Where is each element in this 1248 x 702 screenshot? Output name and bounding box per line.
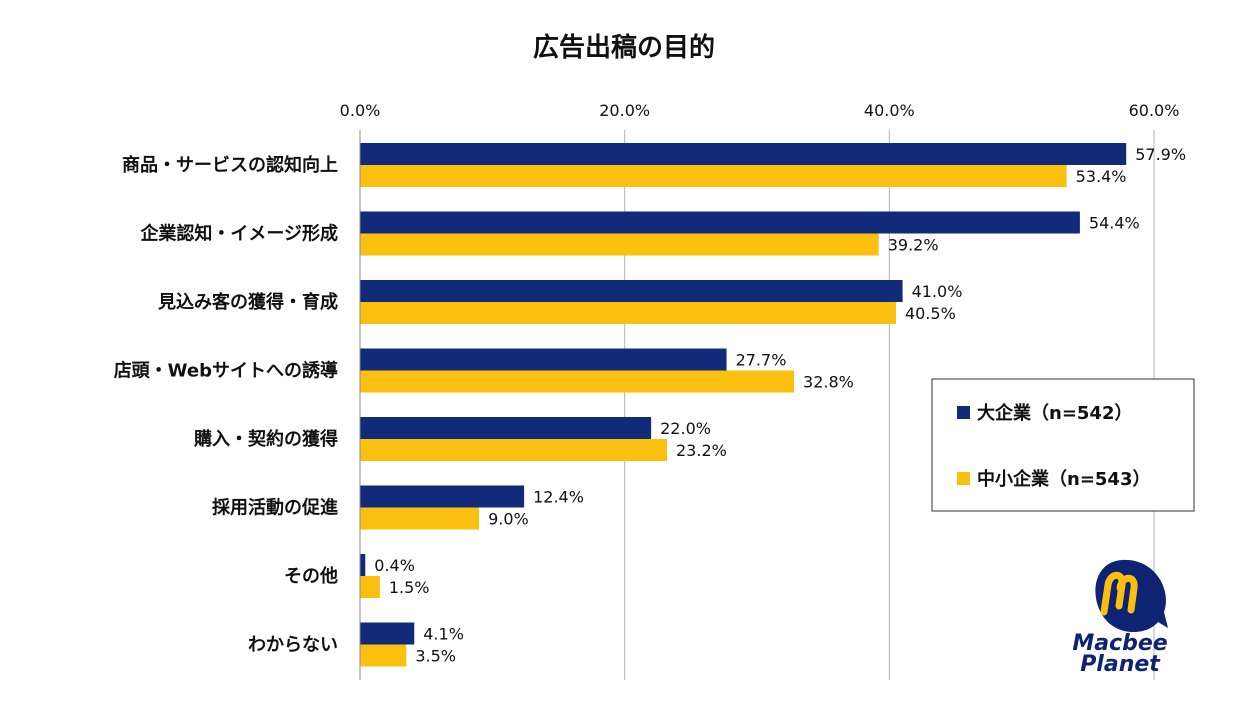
data-label: 39.2%	[888, 236, 939, 255]
legend-swatch-large-enterprise	[957, 406, 970, 419]
chart-title: 広告出稿の目的	[533, 32, 715, 63]
legend-swatch-sme	[957, 472, 970, 485]
category-labels: 商品・サービスの認知向上企業認知・イメージ形成見込み客の獲得・育成店頭・Webサ…	[114, 154, 338, 656]
x-tick-label: 60.0%	[1129, 101, 1180, 120]
bar-sme	[360, 302, 896, 324]
data-label: 32.8%	[803, 373, 854, 392]
category-label: 採用活動の促進	[212, 497, 338, 519]
bar-large-enterprise	[360, 622, 415, 645]
legend-label-large-enterprise: 大企業（n=542）	[977, 402, 1132, 424]
bar-sme	[360, 165, 1067, 187]
bar-sme	[360, 370, 795, 393]
logo-m-mark	[1100, 571, 1138, 616]
data-label: 1.5%	[389, 578, 430, 597]
data-label: 27.7%	[736, 351, 787, 370]
logo-text-line1: Macbee	[1072, 631, 1167, 656]
category-label: わからない	[248, 635, 338, 656]
data-label: 54.4%	[1089, 214, 1140, 233]
bar-sme	[360, 576, 380, 598]
data-label: 9.0%	[488, 510, 529, 529]
data-label: 53.4%	[1076, 167, 1127, 186]
category-label: 見込み客の獲得・育成	[157, 291, 338, 313]
category-label: 企業認知・イメージ形成	[139, 223, 338, 245]
category-label: 店頭・Webサイトへの誘導	[114, 360, 338, 382]
bar-large-enterprise	[360, 485, 525, 508]
x-tick-label: 40.0%	[864, 101, 915, 120]
data-label: 41.0%	[912, 282, 963, 301]
bar-large-enterprise	[360, 417, 652, 439]
category-label: 商品・サービスの認知向上	[122, 154, 338, 176]
data-label: 57.9%	[1135, 145, 1186, 164]
data-label: 23.2%	[676, 441, 727, 460]
data-label: 22.0%	[660, 419, 711, 438]
category-label: 購入・契約の獲得	[193, 428, 338, 450]
data-label: 4.1%	[423, 625, 464, 644]
legend-box	[931, 378, 1195, 512]
bar-sme	[360, 233, 879, 256]
bar-sme	[360, 439, 668, 461]
bar-large-enterprise	[360, 348, 727, 371]
x-tick-label: 0.0%	[340, 101, 381, 120]
data-label: 40.5%	[905, 304, 956, 323]
logo-text-line2: Planet	[1080, 652, 1161, 677]
data-label: 3.5%	[415, 647, 456, 666]
bar-large-enterprise	[360, 211, 1080, 234]
legend-label-sme: 中小企業（n=543）	[977, 468, 1150, 490]
category-label: その他	[284, 565, 338, 587]
bar-large-enterprise	[360, 143, 1127, 165]
bar-sme	[360, 507, 480, 530]
x-axis-ticks: 0.0% 20.0% 40.0% 60.0%	[340, 101, 1180, 120]
bar-large-enterprise	[360, 554, 366, 576]
legend: 大企業（n=542） 中小企業（n=543）	[931, 378, 1195, 512]
macbee-planet-logo: Macbee Planet	[1072, 559, 1168, 677]
data-label: 12.4%	[533, 488, 584, 507]
bars: 57.9% 53.4% 54.4% 39.2% 41.0% 40.5% 27.7% 32.8%…	[360, 143, 1186, 667]
x-tick-label: 20.0%	[599, 101, 650, 120]
data-label: 0.4%	[374, 556, 415, 575]
bar-large-enterprise	[360, 280, 903, 302]
bar-sme	[360, 644, 407, 667]
